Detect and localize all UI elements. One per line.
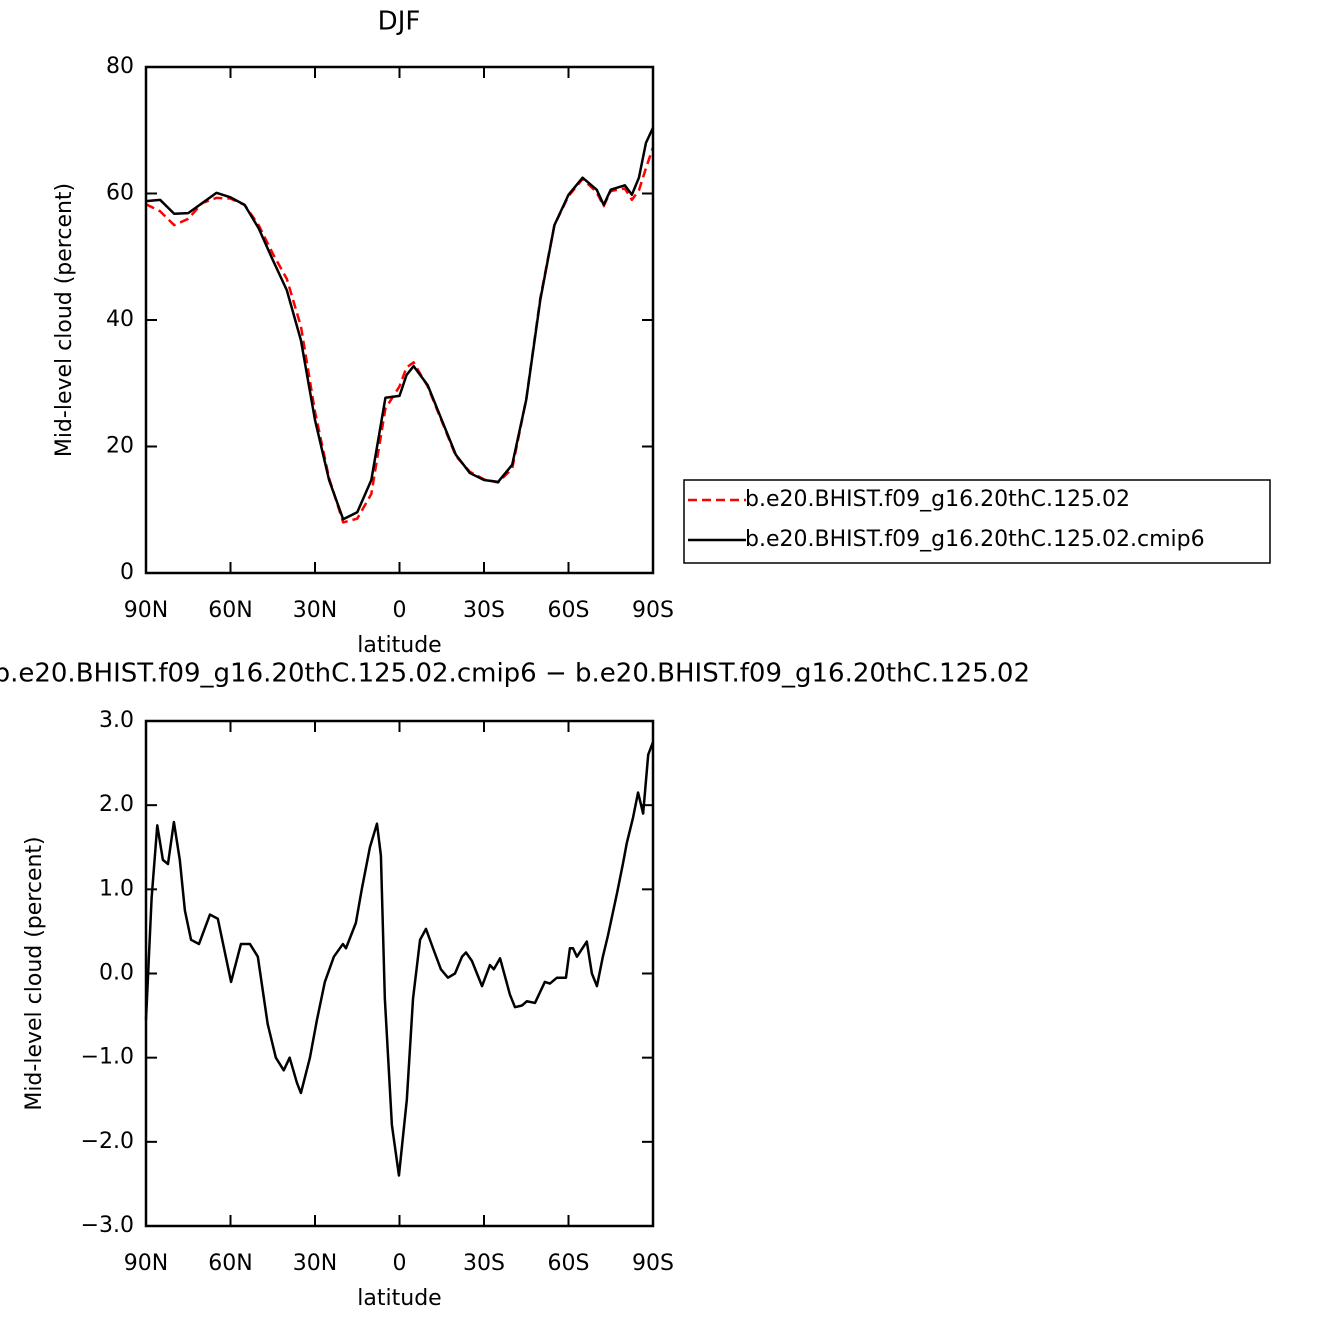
y-axis-label: Mid-level cloud (percent) (22, 836, 47, 1110)
y-tick-label: 80 (106, 54, 134, 79)
y-tick-label: 1.0 (99, 876, 134, 901)
plot-frame (144, 719, 655, 1228)
x-axis-label: latitude (357, 1286, 441, 1311)
x-tick-label: 90S (632, 598, 674, 623)
legend-label: b.e20.BHIST.f09_g16.20thC.125.02 (745, 487, 1130, 512)
y-tick-label: 40 (106, 307, 134, 332)
x-tick-label: 60N (208, 1251, 252, 1276)
data-line (144, 741, 655, 1177)
x-tick-label: 90N (124, 1251, 168, 1276)
y-tick-label: −2.0 (81, 1129, 134, 1154)
x-tick-label: 60N (208, 598, 252, 623)
y-tick-label: −1.0 (81, 1045, 134, 1070)
x-tick-label: 60S (548, 1251, 590, 1276)
x-tick-label: 30S (463, 1251, 505, 1276)
x-tick-label: 90S (632, 1251, 674, 1276)
y-tick-label: 3.0 (99, 708, 134, 733)
data-line (145, 146, 655, 524)
plot-frame (144, 65, 655, 575)
legend-box (683, 479, 1271, 564)
y-tick-label: 0.0 (99, 961, 134, 986)
x-tick-label: 60S (548, 598, 590, 623)
chart-title: b.e20.BHIST.f09_g16.20thC.125.02.cmip6 −… (0, 659, 1030, 689)
x-axis-label: latitude (357, 633, 441, 658)
y-tick-label: 60 (106, 181, 134, 206)
x-tick-label: 90N (124, 598, 168, 623)
chart-title: DJF (378, 7, 421, 37)
y-axis-label: Mid-level cloud (percent) (52, 183, 77, 457)
legend-label: b.e20.BHIST.f09_g16.20thC.125.02.cmip6 (745, 527, 1205, 552)
x-tick-label: 30N (293, 598, 337, 623)
y-tick-label: −3.0 (81, 1213, 134, 1238)
x-tick-label: 0 (393, 598, 407, 623)
y-tick-label: 20 (106, 434, 134, 459)
x-tick-label: 30N (293, 1251, 337, 1276)
data-line (145, 127, 655, 521)
y-tick-label: 0 (120, 560, 134, 585)
x-tick-label: 30S (463, 598, 505, 623)
x-tick-label: 0 (393, 1251, 407, 1276)
y-tick-label: 2.0 (99, 792, 134, 817)
